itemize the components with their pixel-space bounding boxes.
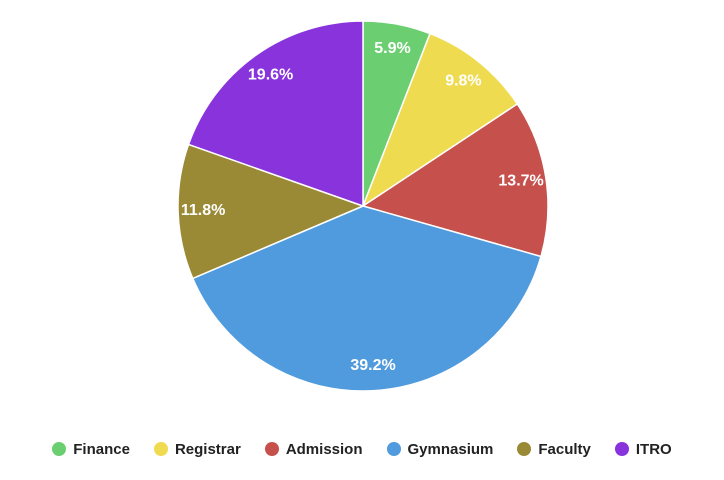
data-label-itro: 19.6% <box>248 67 293 84</box>
pie-data-labels: 5.9% 9.8% 13.7% 39.2% 11.8% 19.6% <box>181 40 544 374</box>
legend-item-admission[interactable]: Admission <box>264 440 363 458</box>
pie-chart: 5.9% 9.8% 13.7% 39.2% 11.8% 19.6% <box>177 20 549 392</box>
data-label-gymnasium: 39.2% <box>350 357 395 374</box>
pie-slice-gymnasium <box>191 205 542 392</box>
data-label-finance: 5.9% <box>374 40 410 57</box>
legend-label-finance: Finance <box>73 440 130 458</box>
pie-slice-registrar <box>361 32 519 208</box>
legend-swatch-finance <box>52 442 67 456</box>
pie-slice-faculty <box>177 143 366 280</box>
legend-swatch-gymnasium <box>386 442 401 456</box>
pie-slices <box>177 20 549 392</box>
legend-item-itro[interactable]: ITRO <box>614 440 672 458</box>
legend-item-registrar[interactable]: Registrar <box>153 440 241 458</box>
legend-item-faculty[interactable]: Faculty <box>517 441 591 458</box>
legend-swatch-admission <box>264 442 279 456</box>
data-label-faculty: 11.8% <box>181 202 225 219</box>
legend: Finance Registrar Admission Gymnasium Facult… <box>0 437 724 461</box>
legend-swatch-faculty <box>517 442 532 456</box>
legend-item-finance[interactable]: Finance <box>52 441 130 458</box>
legend-label-admission: Admission <box>285 440 363 458</box>
legend-label-faculty: Faculty <box>538 440 591 458</box>
legend-label-itro: ITRO <box>635 440 672 458</box>
legend-swatch-itro <box>614 442 629 456</box>
data-label-admission: 13.7% <box>498 173 543 190</box>
pie-slice-itro <box>187 20 364 208</box>
legend-label-registrar: Registrar <box>174 440 241 458</box>
legend-swatch-registrar <box>153 442 168 456</box>
data-label-registrar: 9.8% <box>445 73 481 90</box>
legend-item-gymnasium[interactable]: Gymnasium <box>386 440 494 458</box>
legend-label-gymnasium: Gymnasium <box>407 440 494 458</box>
